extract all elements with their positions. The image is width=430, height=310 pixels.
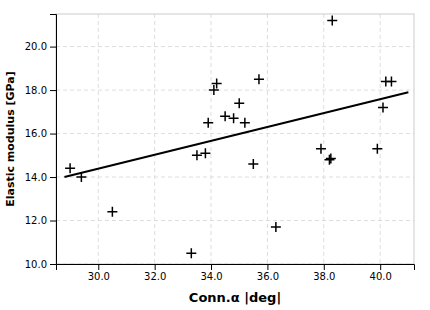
grid-line-x [211,14,212,264]
y-tick-label: 18.0 [25,85,47,96]
scatter-point [192,150,202,160]
scatter-point [240,118,250,128]
x-axis: 30.0 32.0 34.0 36.0 38.0 40.0 [57,264,415,282]
x-tick: 36.0 [257,264,279,282]
plot: 30.0 32.0 34.0 36.0 38.0 40.0 10.0 12.0 14.0 16.0… [25,14,415,282]
scatter-point [186,248,196,258]
x-tick: 32.0 [144,264,166,282]
x-tick-label: 34.0 [200,271,222,282]
y-tick-label: 12.0 [25,215,47,226]
x-axis-line [57,265,415,271]
x-tick-mark [98,264,99,270]
y-tick-mark [50,221,56,222]
plot-frame [56,14,414,264]
x-tick-label: 30.0 [88,271,110,282]
y-tick: 16.0 [25,128,56,139]
grid-line-x [323,14,324,264]
x-tick-mark [267,264,268,270]
x-tick-mark [211,264,212,270]
scatter-point [327,16,337,26]
y-tick-mark [50,90,56,91]
chart: 30.0 32.0 34.0 36.0 38.0 40.0 10.0 12.0 14.0 16.0… [0,0,430,310]
scatter-point [324,155,334,165]
scatter-point [254,74,264,84]
y-tick: 18.0 [25,85,56,96]
scatter-point [220,111,230,121]
y-tick-label: 10.0 [25,259,47,270]
scatter-point [386,76,396,86]
scatter-point [326,154,336,164]
grid-line-y [56,90,414,91]
y-tick-mark [50,47,56,48]
regression-line [64,92,408,177]
y-tick-mark [50,177,56,178]
y-tick: 12.0 [25,215,56,226]
x-tick: 34.0 [200,264,222,282]
x-tick-label: 36.0 [257,271,279,282]
scatter-point [248,159,258,169]
x-tick-mark [380,264,381,270]
y-tick-label: 20.0 [25,41,47,52]
y-tick-label: 16.0 [25,128,47,139]
y-tick: 10.0 [25,259,56,270]
x-tick-label: 38.0 [313,271,335,282]
y-axis-line [50,15,57,265]
y-tick: 20.0 [25,41,56,52]
scatter-point [234,98,244,108]
grid-line-y [56,133,414,134]
grid-line-y [56,220,414,221]
y-axis: 10.0 12.0 14.0 16.0 18.0 20.0 [25,15,57,270]
y-tick-label: 14.0 [25,172,47,183]
x-tick-mark [324,264,325,270]
x-tick: 40.0 [370,264,392,282]
scatter-point [316,144,326,154]
x-tick: 38.0 [313,264,335,282]
scatter-point [107,207,117,217]
x-axis-title: Conn.α |deg| [189,290,281,305]
grid-line-x [98,14,99,264]
grid [56,14,414,264]
x-tick-label: 32.0 [144,271,166,282]
grid-line-x [380,14,381,264]
marks [64,16,408,259]
scatter-point [372,144,382,154]
y-tick-mark [50,264,56,265]
scatter-point [65,163,75,173]
scatter-point [203,118,213,128]
scatter-point [378,102,388,112]
x-tick: 30.0 [88,264,110,282]
grid-line-x [154,14,155,264]
y-axis-title: Elastic modulus [GPa] [4,71,17,207]
grid-line-y [56,177,414,178]
y-tick-mark [50,134,56,135]
scatter-point [200,148,210,158]
grid-line-y [56,46,414,47]
grid-line-x [267,14,268,264]
y-tick: 14.0 [25,172,56,183]
x-tick-mark [155,264,156,270]
scatter-point [271,222,281,232]
x-tick-label: 40.0 [370,271,392,282]
scatter-point [229,113,239,123]
scatter-point [212,79,222,89]
